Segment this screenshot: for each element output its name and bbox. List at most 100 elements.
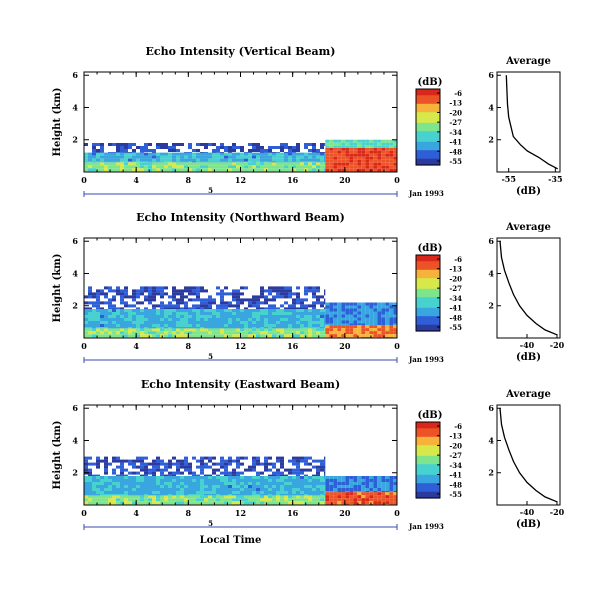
heatmap-cell: [140, 321, 144, 324]
heatmap-cell: [160, 331, 164, 335]
heatmap-cell: [212, 152, 216, 153]
heatmap-cell: [120, 152, 124, 153]
heatmap-cell: [180, 318, 184, 321]
heatmap-cell: [132, 494, 136, 496]
heatmap-cell: [304, 155, 308, 159]
heatmap-cell: [252, 324, 256, 327]
heatmap-cell: [357, 501, 362, 505]
heatmap-cell: [168, 162, 172, 166]
heatmap-cell: [248, 158, 252, 162]
heatmap-cell: [192, 309, 196, 312]
heatmap-cell: [136, 295, 140, 299]
heatmap-cell: [184, 456, 188, 460]
heatmap-cell: [369, 308, 374, 312]
heatmap-cell: [148, 331, 152, 335]
heatmap-cell: [216, 155, 220, 159]
heatmap-cell: [284, 327, 288, 329]
heatmap-cell: [264, 149, 268, 152]
heatmap-cell: [108, 304, 112, 308]
heatmap-cell: [172, 158, 176, 162]
heatmap-cell: [393, 492, 397, 496]
heatmap-cell: [333, 314, 338, 318]
heatmap-cell: [148, 471, 152, 475]
heatmap-cell: [377, 491, 382, 493]
heatmap-cell: [196, 318, 200, 321]
heatmap-cell: [333, 168, 338, 172]
heatmap-cell: [260, 152, 264, 156]
heatmap-cell: [136, 289, 140, 293]
heatmap-cell: [92, 155, 96, 159]
heatmap-cell: [268, 309, 272, 312]
heatmap-cell: [248, 312, 252, 315]
heatmap-cell: [200, 476, 204, 479]
heatmap-cell: [280, 165, 284, 169]
heatmap-cell: [296, 494, 300, 496]
heatmap-cell: [292, 327, 296, 329]
heatmap-cell: [88, 152, 92, 156]
heatmap-cell: [393, 142, 397, 146]
heatmap-cell: [148, 295, 152, 299]
heatmap-cell: [329, 331, 334, 335]
heatmap-cell: [373, 476, 378, 479]
heatmap-cell: [341, 317, 346, 321]
heatmap-cell: [276, 491, 280, 494]
heatmap-cell: [196, 494, 200, 496]
heatmap-cell: [96, 289, 100, 293]
x-tick-label: 0: [81, 508, 87, 518]
heatmap-cell: [108, 315, 112, 318]
heatmap-cell: [308, 289, 312, 293]
heatmap-cell: [104, 331, 108, 335]
heatmap-cell: [140, 479, 144, 482]
heatmap-cell: [116, 162, 120, 166]
heatmap-cell: [120, 459, 124, 463]
heatmap-cell: [284, 491, 288, 494]
heatmap-cell: [240, 321, 244, 324]
colorbar-tick-label: -34: [449, 128, 462, 137]
heatmap-cell: [88, 482, 92, 485]
heatmap-cell: [228, 162, 232, 166]
heatmap-cell: [280, 152, 284, 156]
heatmap-cell: [240, 318, 244, 321]
colorbar-segment: [416, 112, 440, 115]
heatmap-cell: [284, 152, 288, 153]
heatmap-cell: [381, 153, 386, 157]
heatmap-cell: [264, 321, 268, 324]
heatmap-cell: [236, 324, 240, 327]
heatmap-cell: [184, 301, 188, 305]
heatmap-cell: [377, 314, 382, 318]
heatmap-cell: [100, 165, 104, 169]
heatmap-cell: [148, 494, 152, 496]
heatmap-cell: [324, 485, 326, 488]
heatmap-cell: [232, 309, 236, 312]
heatmap-cell: [284, 488, 288, 491]
heatmap-cell: [196, 168, 200, 172]
heatmap-cell: [88, 307, 92, 309]
heatmap-cell: [164, 468, 168, 472]
heatmap-cell: [256, 495, 260, 499]
heatmap-cell: [316, 286, 320, 290]
heatmap-cell: [324, 468, 326, 472]
heatmap-cell: [212, 462, 216, 466]
heatmap-cell: [224, 324, 228, 327]
heatmap-cell: [337, 139, 342, 143]
heatmap-cell: [100, 501, 104, 505]
heatmap-cell: [276, 474, 280, 476]
heatmap-cell: [357, 165, 362, 169]
heatmap-cell: [88, 158, 92, 162]
heatmap-cell: [204, 465, 208, 469]
heatmap-cell: [337, 485, 342, 488]
heatmap-cell: [220, 321, 224, 324]
heatmap-cell: [236, 162, 240, 166]
heatmap-cell: [296, 485, 300, 488]
heatmap-cell: [132, 482, 136, 485]
heatmap-cell: [345, 145, 350, 148]
heatmap-cell: [300, 327, 304, 329]
heatmap-cell: [148, 482, 152, 485]
heatmap-cell: [365, 145, 370, 148]
heatmap-cell: [96, 334, 100, 338]
heatmap-cell: [116, 331, 120, 335]
heatmap-cell: [108, 331, 112, 335]
heatmap-cell: [345, 323, 350, 326]
heatmap-cell: [204, 152, 208, 153]
heatmap-cell: [300, 324, 304, 327]
